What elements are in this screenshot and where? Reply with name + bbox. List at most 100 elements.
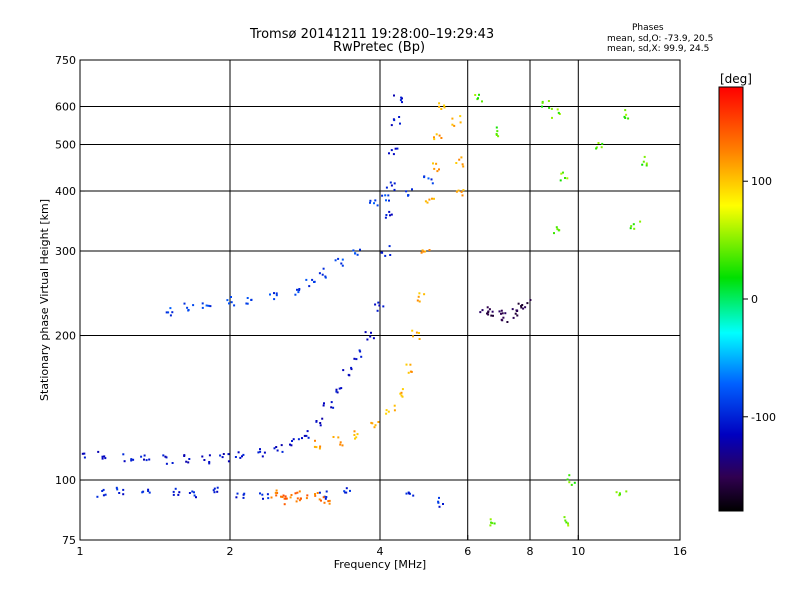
- data-point: [332, 406, 335, 409]
- data-point: [418, 292, 421, 295]
- data-point: [570, 483, 573, 486]
- grid-lines: [80, 60, 680, 540]
- data-point: [318, 272, 321, 275]
- data-point: [298, 289, 301, 292]
- data-point: [633, 227, 636, 230]
- colorbar-ticks: 100 0 -100: [743, 175, 776, 424]
- data-point: [298, 288, 301, 290]
- data-point: [122, 493, 125, 496]
- data-point: [242, 453, 245, 456]
- data-point: [401, 395, 404, 398]
- data-point: [300, 497, 302, 500]
- data-point: [274, 491, 277, 494]
- data-point: [520, 306, 523, 309]
- data-point: [373, 426, 376, 429]
- data-point: [212, 489, 215, 492]
- data-point: [504, 312, 507, 315]
- data-point: [408, 492, 411, 495]
- data-point: [216, 490, 219, 493]
- x-tick-label: 4: [377, 545, 384, 558]
- data-point: [269, 293, 271, 296]
- data-point: [418, 338, 421, 340]
- data-point: [322, 267, 325, 270]
- data-point: [341, 444, 344, 447]
- data-point: [440, 137, 443, 139]
- data-point: [263, 451, 266, 454]
- data-point: [183, 302, 186, 305]
- data-point: [291, 440, 293, 442]
- data-point: [388, 245, 391, 248]
- data-point: [390, 213, 393, 216]
- data-point: [130, 458, 133, 461]
- data-point: [438, 102, 441, 105]
- data-point: [305, 497, 308, 500]
- data-point: [496, 130, 499, 133]
- data-point: [567, 524, 570, 527]
- data-point: [443, 104, 446, 107]
- data-point: [350, 366, 353, 369]
- data-point: [325, 490, 328, 493]
- data-point: [297, 291, 300, 294]
- data-point: [354, 252, 357, 255]
- data-point: [319, 445, 322, 448]
- data-point: [259, 448, 261, 451]
- data-point: [226, 299, 229, 302]
- data-point: [246, 302, 249, 305]
- axis-ticks: 1 2 4 6 8 10 16 75 100 200 300 400 500 600 750: [55, 54, 687, 558]
- data-point: [643, 155, 646, 158]
- data-point: [275, 494, 278, 497]
- series-f-spread: [165, 175, 434, 317]
- data-point: [630, 225, 633, 228]
- data-point: [322, 404, 325, 407]
- data-point: [342, 369, 345, 372]
- data-point: [389, 214, 391, 217]
- data-point: [377, 421, 380, 423]
- data-point: [411, 329, 414, 332]
- data-point: [228, 302, 230, 305]
- data-point: [595, 146, 598, 149]
- data-point: [411, 188, 413, 191]
- data-point: [396, 147, 399, 150]
- data-point: [276, 492, 279, 494]
- data-point: [341, 258, 344, 261]
- data-point: [314, 494, 317, 497]
- data-point: [345, 491, 348, 494]
- data-point: [405, 190, 408, 193]
- data-point: [305, 434, 308, 437]
- data-point: [171, 462, 174, 464]
- y-tick-label: 750: [55, 54, 76, 67]
- data-point: [195, 496, 197, 499]
- data-point: [392, 153, 395, 156]
- data-point: [261, 455, 264, 458]
- data-point: [165, 456, 168, 459]
- colorbar-label: [deg]: [720, 72, 752, 86]
- data-point: [436, 170, 439, 173]
- data-point: [627, 117, 630, 120]
- data-point: [437, 500, 440, 503]
- data-point: [330, 406, 333, 409]
- data-point: [313, 280, 316, 283]
- data-point: [273, 447, 276, 450]
- data-point: [412, 494, 415, 497]
- data-point: [568, 481, 571, 484]
- data-point: [642, 160, 645, 163]
- stats-x-line: mean, sd,X: 99.9, 24.5: [607, 44, 710, 54]
- data-point: [174, 487, 177, 490]
- data-point: [262, 497, 264, 500]
- data-point: [328, 502, 331, 505]
- data-point: [623, 115, 626, 118]
- data-point: [306, 430, 309, 433]
- data-point: [388, 210, 391, 213]
- y-tick-label: 300: [55, 245, 76, 258]
- data-point: [378, 304, 381, 307]
- data-point: [438, 505, 441, 508]
- data-point: [341, 264, 344, 267]
- data-point: [514, 312, 517, 315]
- data-point: [451, 117, 454, 120]
- data-point: [115, 486, 118, 489]
- data-point: [461, 163, 464, 166]
- data-point: [330, 401, 333, 404]
- data-point: [427, 177, 430, 180]
- data-point: [328, 499, 331, 502]
- data-point: [101, 490, 104, 492]
